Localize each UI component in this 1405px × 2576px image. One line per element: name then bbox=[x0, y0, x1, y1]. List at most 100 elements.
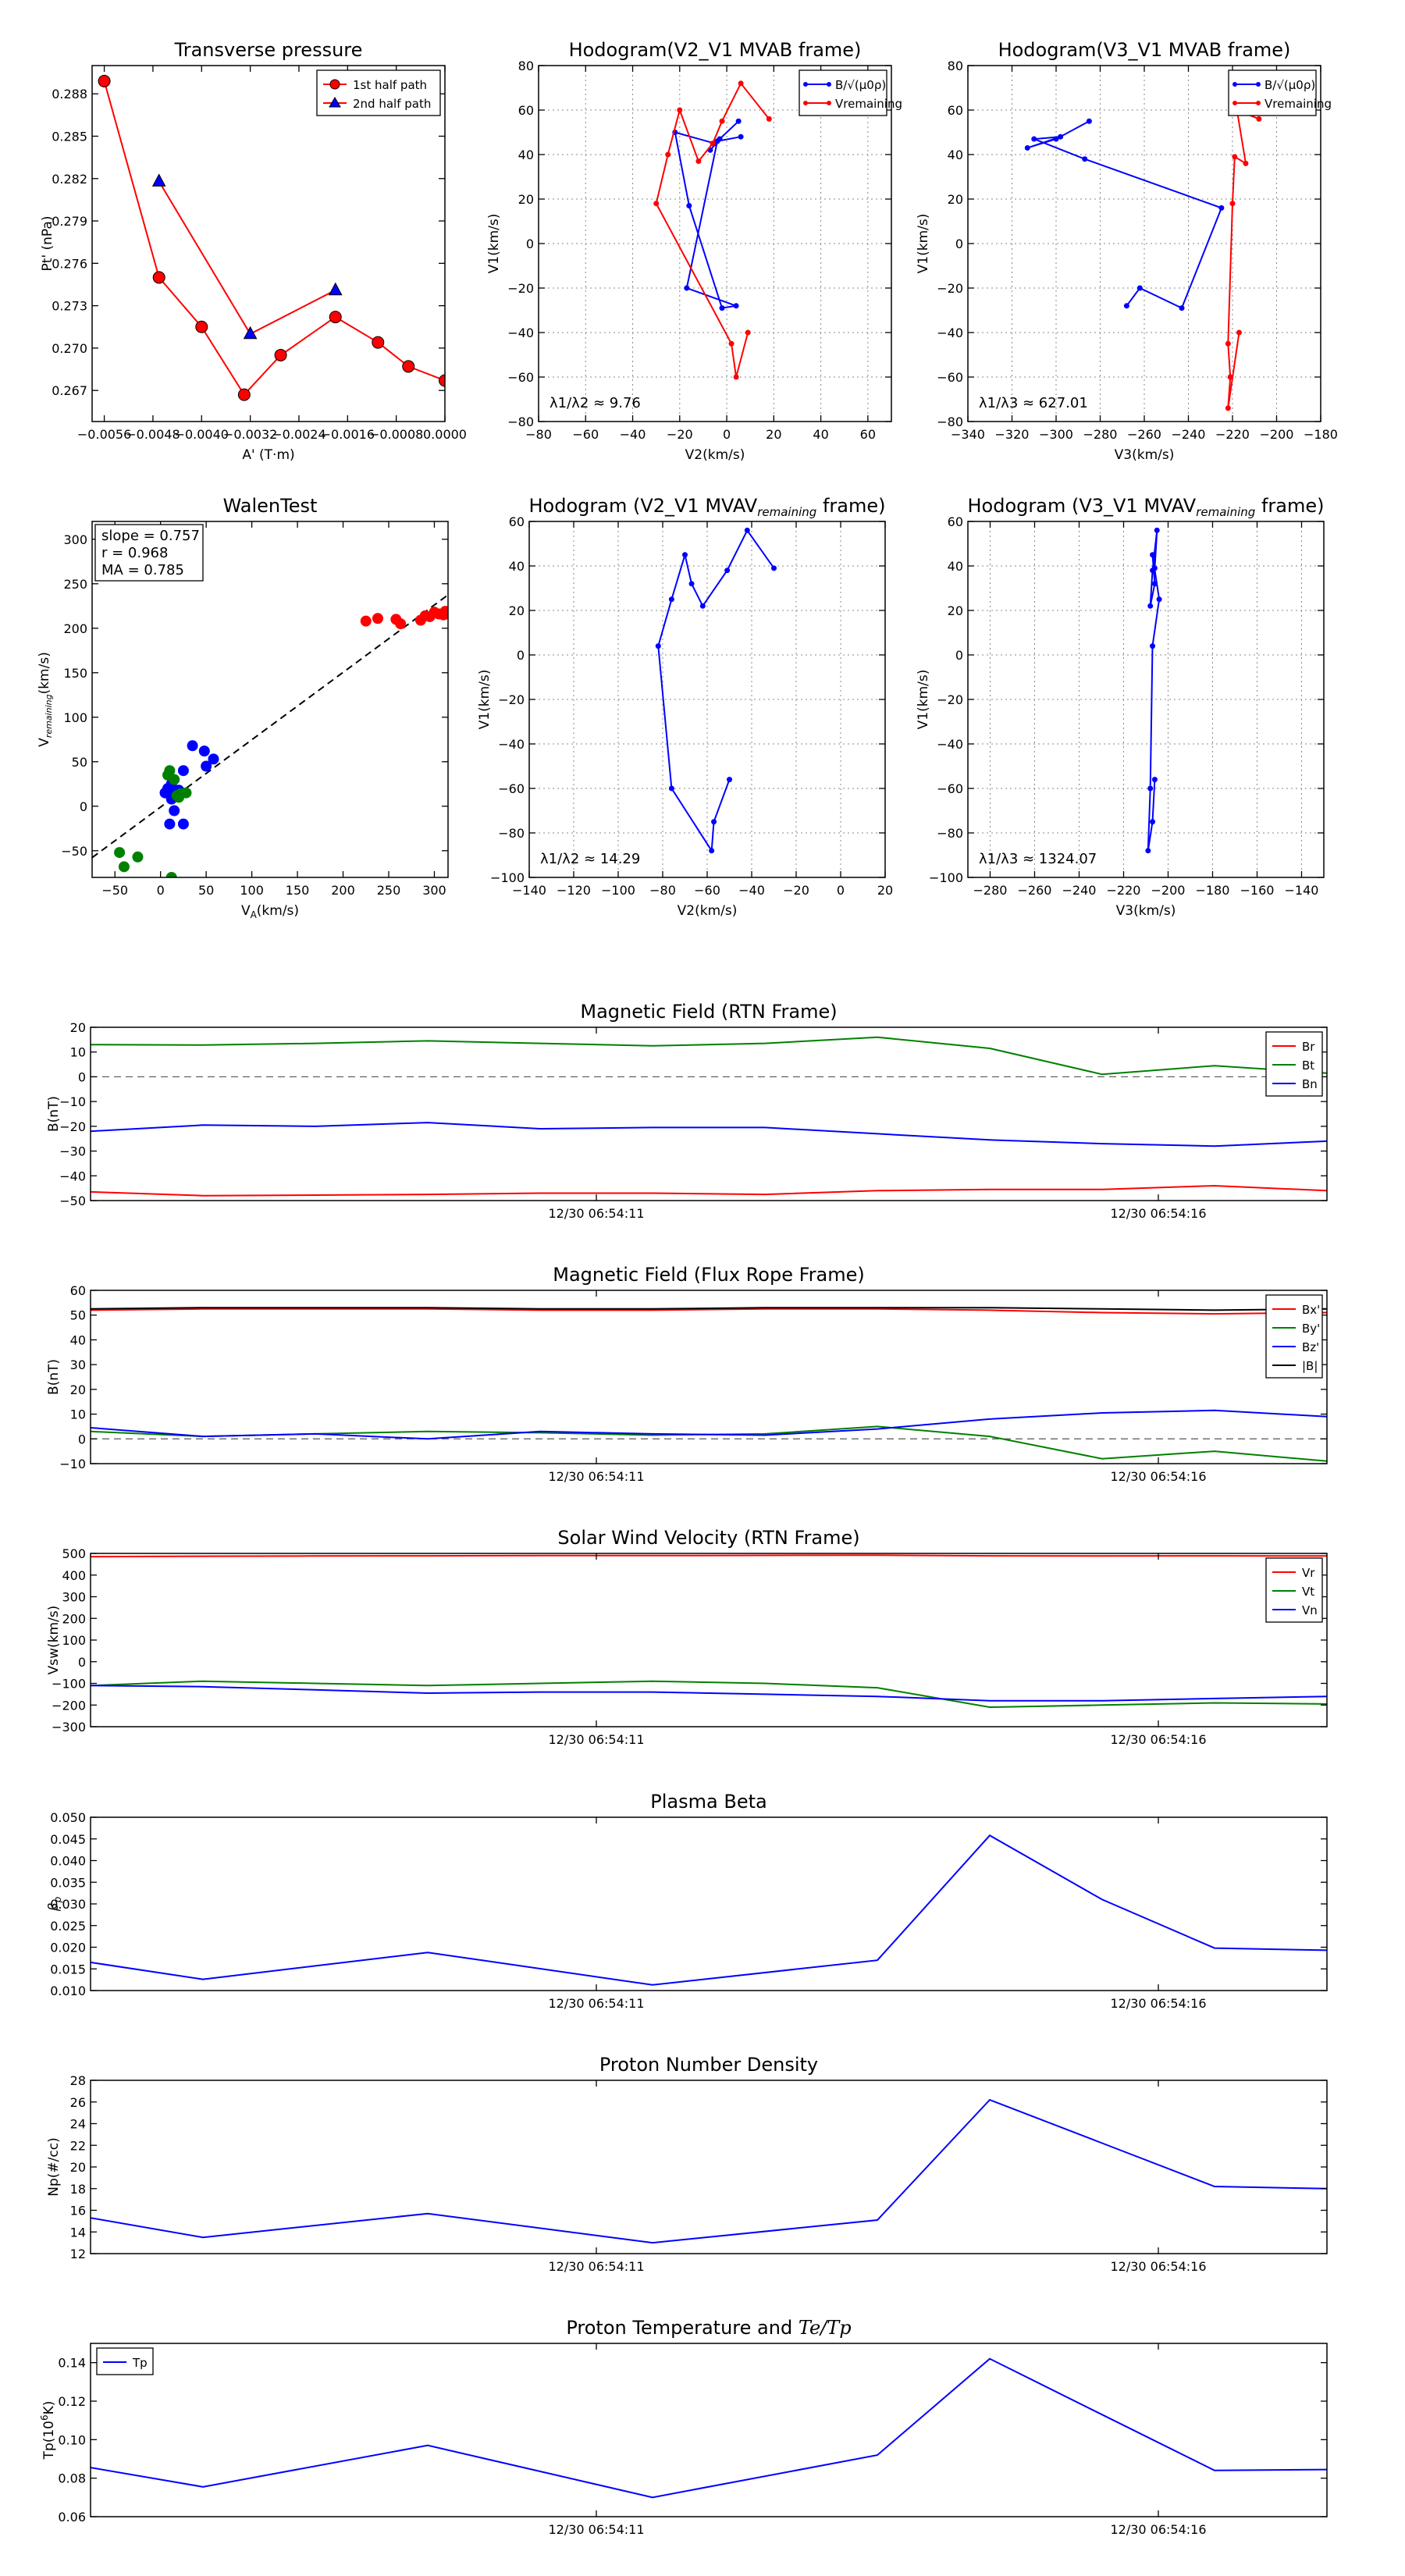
chart-beta: Plasma Beta 12/30 06:54:11 12/30 06:54:16 0… bbox=[46, 1791, 1328, 2011]
scatter-point bbox=[118, 861, 130, 873]
x-axis-label: V2(km/s) bbox=[678, 903, 738, 919]
x-tick-label: −260 bbox=[1018, 883, 1052, 898]
y-tick-label: −20 bbox=[937, 281, 963, 296]
title-part: Proton Temperature and bbox=[566, 2317, 798, 2339]
y-tick-label: 10 bbox=[70, 1407, 86, 1422]
y-tick-label: 40 bbox=[518, 148, 534, 162]
series-line bbox=[158, 180, 336, 336]
y-axis-label: Vsw(km/s) bbox=[46, 1606, 62, 1675]
x-axis-label: A' (T·m) bbox=[242, 447, 294, 463]
data-point bbox=[771, 565, 777, 571]
x-tick-label: 12/30 06:54:16 bbox=[1110, 2522, 1206, 2537]
x-axis-label: VA(km/s) bbox=[241, 903, 299, 920]
label-part: 6 bbox=[39, 2414, 50, 2421]
legend-frame bbox=[1228, 69, 1317, 116]
stats-line: slope = 0.757 bbox=[101, 528, 200, 544]
chart-title: Magnetic Field (Flux Rope Frame) bbox=[553, 1264, 864, 1286]
legend-marker bbox=[827, 101, 831, 105]
legend-label: Tp bbox=[132, 2356, 148, 2370]
y-tick-label: 200 bbox=[63, 621, 87, 636]
y-axis-label: Pt' (nPa) bbox=[40, 216, 55, 272]
data-point bbox=[152, 271, 165, 284]
data-point bbox=[719, 118, 725, 124]
data-point bbox=[719, 305, 725, 311]
x-axis-label: V2(km/s) bbox=[685, 447, 745, 463]
data-point bbox=[709, 848, 715, 854]
series-line bbox=[657, 528, 775, 853]
x-tick-label: −40 bbox=[738, 883, 765, 898]
data-point bbox=[1031, 136, 1037, 142]
y-tick-label: 0 bbox=[526, 237, 534, 251]
series-by- bbox=[91, 1425, 1327, 1462]
x-tick-label: −80 bbox=[525, 427, 552, 442]
data-point bbox=[237, 388, 251, 401]
data-point bbox=[1218, 205, 1225, 211]
y-tick-label: 12 bbox=[70, 2247, 86, 2261]
axes-frame bbox=[91, 521, 449, 878]
y-tick-label: −40 bbox=[498, 737, 525, 752]
x-tick-label: 0.0000 bbox=[423, 427, 467, 442]
y-axis-label: B(nT) bbox=[46, 1359, 62, 1395]
legend-marker bbox=[1232, 101, 1237, 105]
y-tick-label: 26 bbox=[70, 2095, 86, 2110]
y-tick-label: 60 bbox=[70, 1283, 86, 1298]
data-point bbox=[744, 527, 750, 533]
chart-title: Plasma Beta bbox=[650, 1791, 767, 1813]
legend-item: Vremaining bbox=[1232, 97, 1332, 111]
legend-item: Vr bbox=[1272, 1566, 1315, 1580]
x-tick-label: −140 bbox=[512, 883, 546, 898]
x-axis-label: V3(km/s) bbox=[1115, 447, 1175, 463]
series-b-0- bbox=[1024, 118, 1225, 311]
x-tick-label: 12/30 06:54:16 bbox=[1110, 1469, 1206, 1484]
label-part: V bbox=[37, 738, 52, 747]
data-point bbox=[724, 568, 731, 574]
series-line bbox=[91, 1409, 1327, 1440]
legend-item: By' bbox=[1272, 1322, 1320, 1336]
legend-marker bbox=[1256, 82, 1261, 87]
legend-marker bbox=[827, 82, 831, 87]
label-part: p bbox=[52, 1896, 63, 1903]
data-point bbox=[1150, 643, 1156, 649]
y-tick-label: 200 bbox=[62, 1611, 86, 1626]
series-np bbox=[91, 2098, 1327, 2244]
legend-marker bbox=[803, 82, 808, 87]
series-line bbox=[1147, 530, 1161, 851]
data-point bbox=[668, 596, 674, 603]
y-tick-label: 0.12 bbox=[58, 2394, 86, 2409]
series-vremaining bbox=[1225, 107, 1262, 411]
data-point bbox=[653, 201, 660, 207]
x-tick-label: 60 bbox=[860, 427, 876, 442]
legend-marker bbox=[1256, 101, 1261, 105]
y-tick-label: 20 bbox=[518, 192, 534, 207]
legend-item: Br bbox=[1272, 1040, 1315, 1054]
chart-title: Hodogram (V3_V1 MVAVremaining frame) bbox=[968, 495, 1325, 519]
scatter-point bbox=[162, 769, 174, 781]
y-tick-label: −20 bbox=[498, 692, 525, 707]
chart-title: WalenTest bbox=[223, 495, 318, 517]
legend: Tp bbox=[96, 2347, 154, 2375]
x-tick-label: −300 bbox=[1039, 427, 1073, 442]
chart-sw: Solar Wind Velocity (RTN Frame) 12/30 06:… bbox=[46, 1527, 1328, 1747]
series-2nd-half-path bbox=[151, 173, 343, 340]
chart-np: Proton Number Density 12/30 06:54:11 12/30… bbox=[46, 2054, 1328, 2274]
x-tick-label: 300 bbox=[422, 883, 446, 898]
series-line bbox=[91, 1036, 1327, 1076]
series-vn bbox=[91, 1685, 1327, 1702]
y-tick-label: 0.050 bbox=[50, 1810, 86, 1825]
x-tick-label: −0.0008 bbox=[369, 427, 423, 442]
data-point bbox=[274, 348, 287, 361]
data-point bbox=[655, 643, 661, 649]
scatter-point bbox=[164, 818, 176, 830]
y-axis-label: V1(km/s) bbox=[477, 670, 493, 730]
series-line bbox=[91, 1425, 1327, 1462]
y-axis-label: Tp(106K) bbox=[39, 2401, 57, 2460]
y-tick-label: 0.273 bbox=[52, 299, 87, 314]
data-point bbox=[677, 107, 683, 113]
data-point bbox=[738, 133, 744, 140]
y-tick-label: 300 bbox=[62, 1590, 86, 1605]
chart-title: Magnetic Field (RTN Frame) bbox=[580, 1001, 837, 1023]
y-tick-label: 0.08 bbox=[58, 2471, 86, 2486]
series-1st-half-path bbox=[98, 74, 445, 401]
x-tick-label: 12/30 06:54:16 bbox=[1110, 1996, 1206, 2011]
legend: Br Bt Bn bbox=[1265, 1031, 1323, 1097]
